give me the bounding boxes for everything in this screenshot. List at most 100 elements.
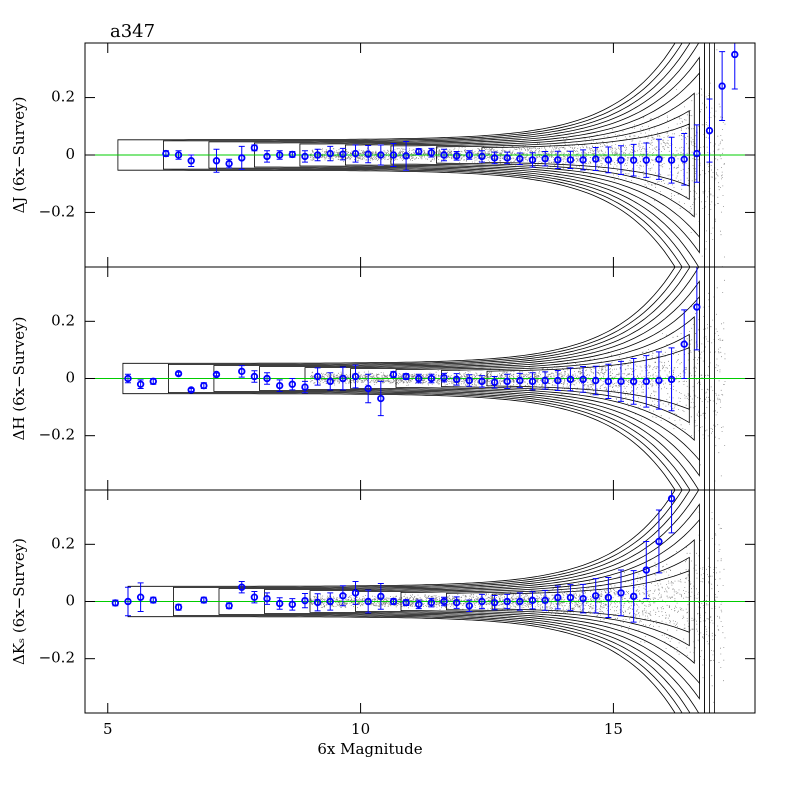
data-point (427, 149, 436, 157)
data-point (149, 377, 157, 386)
y-tick-label: 0.2 (51, 534, 75, 552)
contour (390, 92, 695, 218)
contour (213, 267, 705, 490)
error-bar (504, 151, 511, 165)
error-bar (592, 365, 599, 396)
plot-area (85, 490, 755, 713)
error-bar (719, 51, 726, 122)
data-point (301, 383, 309, 391)
error-bar (137, 582, 144, 613)
data-point (554, 376, 562, 385)
error-bar (314, 593, 321, 612)
y-tick-label: 0.2 (51, 88, 75, 106)
error-bar (567, 584, 574, 611)
data-point (238, 367, 246, 376)
error-bar (124, 586, 131, 617)
error-bar (264, 592, 271, 605)
contour (491, 570, 690, 633)
data-point (389, 597, 398, 606)
error-bar (301, 592, 308, 609)
error-bar (516, 152, 523, 165)
data-point (541, 376, 549, 385)
error-bar (314, 367, 321, 386)
data-point (212, 370, 221, 379)
contour (208, 43, 705, 267)
error-bar (238, 145, 245, 170)
data-point (288, 380, 297, 388)
data-point (389, 370, 398, 379)
contour (304, 280, 700, 477)
error-bar (188, 154, 195, 167)
data-point (250, 372, 259, 381)
data-point (301, 596, 309, 605)
data-point (212, 157, 221, 165)
data-point (642, 156, 650, 164)
data-point (288, 150, 297, 159)
error-bar (580, 149, 587, 171)
data-point (604, 156, 613, 164)
error-bar (618, 360, 624, 402)
data-point (642, 566, 650, 574)
contour (218, 490, 705, 713)
data-point (592, 376, 600, 385)
error-bar (466, 374, 473, 387)
data-point (275, 381, 284, 390)
data-point (339, 374, 347, 383)
error-bar (681, 309, 688, 379)
error-bar (352, 364, 359, 389)
data-point (377, 394, 385, 403)
error-bar (339, 366, 346, 391)
data-point (667, 494, 676, 503)
error-bar (453, 373, 460, 386)
y-tick-label: 0.2 (51, 311, 75, 329)
data-point (250, 593, 259, 601)
error-bar (327, 592, 334, 611)
error-bar (238, 580, 245, 594)
data-point (592, 155, 600, 163)
error-bar (516, 372, 523, 389)
error-bar (251, 370, 258, 383)
error-bar (592, 578, 599, 614)
data-point (516, 376, 524, 385)
error-bar (542, 151, 549, 167)
data-point (503, 597, 511, 606)
data-point (642, 377, 650, 386)
x-axis-label: 6x Magnitude (317, 740, 422, 758)
error-bar (403, 141, 410, 171)
data-point (263, 594, 271, 603)
data-point (174, 603, 183, 611)
y-tick-label: 0 (65, 369, 75, 387)
y-tick-label: −0.2 (39, 426, 75, 444)
contour (299, 56, 700, 254)
data-point (655, 537, 663, 546)
error-bar (289, 378, 296, 391)
data-point (364, 384, 372, 393)
error-bar (643, 355, 650, 408)
contour (173, 490, 710, 713)
data-point (326, 149, 334, 158)
error-bar (529, 152, 536, 168)
error-bar (605, 363, 612, 400)
contour (162, 43, 710, 267)
error-bar (289, 598, 296, 611)
data-point (541, 596, 549, 605)
error-bar (478, 593, 485, 610)
contour (127, 490, 715, 713)
data-point (377, 151, 385, 159)
x-tick-label: 5 (103, 720, 113, 738)
contour (259, 267, 705, 490)
error-bar (731, 43, 738, 90)
data-point (174, 151, 183, 159)
data-point (503, 154, 511, 162)
contour (486, 347, 690, 410)
error-bar (655, 509, 662, 574)
error-bar (478, 150, 485, 163)
data-point (731, 50, 739, 59)
data-point (440, 597, 448, 606)
data-point (238, 154, 246, 162)
y-tick-label: −0.2 (39, 202, 75, 220)
data-point (503, 377, 511, 386)
error-bar (529, 591, 536, 610)
data-point (351, 149, 360, 158)
